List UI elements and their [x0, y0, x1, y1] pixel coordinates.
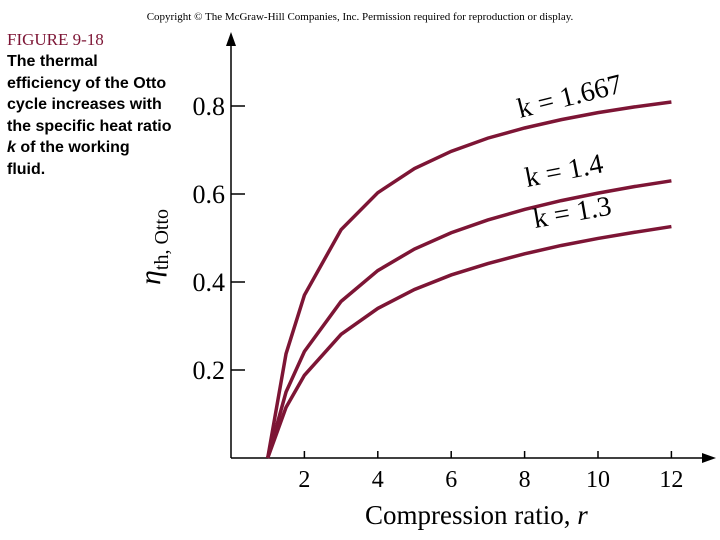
- y-tick-label: 0.2: [193, 356, 226, 385]
- caption-variable: k: [7, 139, 16, 156]
- x-axis-label-text: Compression ratio,: [365, 500, 570, 530]
- copyright: Copyright © The McGraw-Hill Companies, I…: [146, 11, 574, 23]
- y-tick-label: 0.4: [193, 268, 226, 297]
- x-axis-label: Compression ratio, r: [365, 500, 588, 530]
- curve: [265, 100, 672, 459]
- y-tick-label: 0.6: [193, 180, 226, 209]
- curve: [266, 224, 672, 459]
- figure-number: FIGURE 9-18: [7, 30, 104, 49]
- x-tick-label: 10: [586, 467, 610, 493]
- curve-label: k = 1.4: [522, 148, 605, 193]
- y-tick-label: 0.8: [193, 92, 226, 121]
- caption-text: of the working fluid.: [7, 139, 130, 178]
- y-axis-label-symbol: η: [134, 270, 167, 285]
- x-tick-label: 4: [372, 467, 384, 493]
- caption: The thermal efficiency of the Otto cycle…: [7, 51, 172, 180]
- x-axis-arrow: [702, 453, 716, 463]
- caption-text: The thermal efficiency of the Otto cycle…: [7, 53, 172, 135]
- y-axis-arrow: [226, 32, 236, 46]
- x-tick-label: 2: [298, 467, 310, 493]
- x-tick-label: 12: [659, 467, 683, 493]
- y-axis-label: ηth, Otto: [134, 209, 173, 285]
- x-axis-label-variable: r: [577, 500, 588, 530]
- curve: [266, 179, 672, 459]
- curve-label: k = 1.3: [531, 191, 614, 235]
- x-tick-label: 8: [519, 467, 531, 493]
- x-tick-label: 6: [445, 467, 457, 493]
- y-axis-label-subscript: th, Otto: [151, 209, 173, 270]
